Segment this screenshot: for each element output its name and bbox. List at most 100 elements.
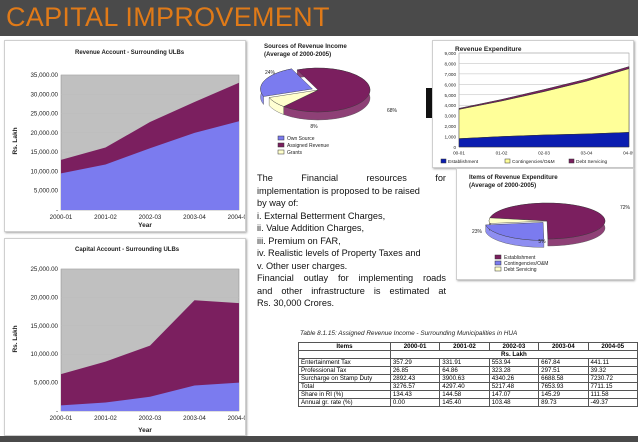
legend-swatch: [494, 254, 502, 260]
revenue-expenditure-chart: Revenue Expenditure 0 1,000 2,000 3,000 4,000…: [440, 46, 635, 165]
x-tick-label: 2004-05: [228, 214, 245, 221]
table-cell: 297.51: [538, 366, 589, 375]
x-tick-label: 2000-01: [50, 415, 73, 422]
pie-value-label: 68%: [387, 108, 398, 114]
table-cell: 89.73: [538, 398, 589, 407]
x-tick-label: 2000-01: [50, 214, 73, 221]
table-row: Surcharge on Stamp Duty 2892.43 3900.63 434…: [298, 374, 638, 383]
table-cell: 64.86: [439, 366, 490, 375]
legend-label: Establishment: [448, 159, 479, 165]
revenue-expenditure-panel: Revenue Expenditure 0 1,000 2,000 3,000 4,000…: [432, 40, 635, 168]
chart-title: Items of Revenue Expenditure: [469, 174, 558, 181]
chart-title: Capital Account - Surrounding ULBs: [75, 247, 180, 253]
legend-label: Assigned Revenue: [287, 143, 329, 149]
legend-label: Own Source: [287, 136, 315, 142]
legend-swatch: [277, 135, 285, 141]
chart-title: Revenue Expenditure: [455, 46, 522, 53]
area-series-upper: [61, 300, 239, 411]
capital-account-chart: Capital Account - Surrounding ULBs - 5,000…: [12, 247, 251, 434]
table-row: Annual gr. rate (%) 0.00 145.40 103.48 89.73…: [298, 398, 638, 407]
table-cell: [298, 350, 391, 359]
table-row: Entertainment Tax 357.29 331.91 553.94 667.8…: [298, 358, 638, 367]
y-tick-label: 3,000: [445, 114, 457, 119]
y-tick-label: 10,000.00: [30, 351, 58, 358]
y-tick-label: 30,000.00: [30, 91, 58, 98]
y-tick-label: 6,000: [445, 82, 457, 87]
revenue-income-table: Items 2000-01 2001-02 2002-03 2003-04 20…: [298, 342, 638, 407]
chart-subtitle: (Average of 2000-2005): [264, 51, 331, 58]
pie-slice-establishment: [489, 202, 606, 240]
financing-paragraph: The Financial resources for implementati…: [257, 172, 446, 310]
y-tick-label: 5,000: [445, 93, 457, 98]
table-cell: 5217.48: [488, 382, 540, 391]
table-cell: 39.32: [587, 366, 638, 375]
y-tick-label: 7,000: [445, 72, 457, 77]
table-cell: Share in RI (%): [298, 390, 391, 399]
legend-swatch: [277, 142, 285, 148]
para-item-1: i. External Betterment Charges,: [257, 210, 386, 221]
y-tick-label: 0: [453, 145, 456, 150]
table-cell: 111.58: [587, 390, 638, 399]
table-cell: 357.29: [389, 358, 441, 367]
table-unit-row: Rs. Lakh: [298, 350, 638, 359]
pie-slice-debt-servicing: [488, 217, 548, 224]
legend-label: Contingencies/O&M: [504, 261, 548, 267]
y-axis-label: Rs. Lakh: [12, 127, 19, 154]
para-item-2: ii. Value Addition Charges,: [257, 223, 365, 233]
para-outlay-3: Rs. 30,000 Crores.: [257, 298, 335, 308]
table-cell: 553.94: [488, 358, 540, 367]
table-cell: 4297.40: [439, 382, 490, 391]
y-tick-label: 35,000.00: [30, 72, 58, 79]
revenue-account-chart: Revenue Account - Surrounding ULBs - 5,000…: [12, 50, 251, 229]
legend-label: Contingencies/O&M: [512, 159, 555, 165]
divider-mark: [426, 88, 432, 118]
legend-label: Establishment: [504, 255, 536, 261]
table-cell: 441.11: [587, 358, 638, 367]
x-tick-label: 2001-02: [94, 214, 117, 221]
table-cell: 323.28: [488, 366, 540, 375]
table-header-cell: 2004-05: [587, 342, 638, 351]
y-tick-label: -: [56, 207, 58, 214]
y-tick-label: 25,000.00: [30, 266, 58, 273]
pie-value-label: 23%: [472, 229, 483, 235]
pie-slice-own-source: [260, 68, 313, 97]
expenditure-pie-panel: Items of Revenue Expenditure (Average of …: [456, 168, 634, 280]
table-cell: -49.37: [587, 398, 638, 407]
capital-account-chart-panel: Capital Account - Surrounding ULBs - 5,000…: [4, 238, 251, 436]
x-tick-label: 2003-04: [183, 214, 206, 221]
para-line-2: implementation is proposed to be raised: [257, 185, 420, 196]
y-tick-label: 8,000: [445, 61, 457, 66]
table-cell: 7653.93: [538, 382, 589, 391]
y-tick-label: 25,000.00: [30, 111, 58, 118]
table-cell: 331.91: [439, 358, 490, 367]
pie-value-label: 24%: [265, 70, 276, 76]
x-axis-label: Year: [138, 222, 152, 229]
pie-value-label: 72%: [620, 205, 631, 211]
x-axis-label: Year: [138, 427, 152, 434]
pie-slice-contingencies-o-m: [485, 222, 545, 241]
legend-swatch: [504, 158, 511, 164]
table-row: Professional Tax 26.85 64.86 323.28 297.51 39…: [298, 366, 638, 375]
table-cell: 144.58: [439, 390, 490, 399]
table-cell: Total: [298, 382, 391, 391]
expenditure-pie-chart: Items of Revenue Expenditure(Average of …: [469, 174, 631, 273]
y-tick-label: 5,000.00: [34, 188, 59, 195]
legend-swatch: [277, 149, 285, 155]
table-cell: 7711.15: [587, 382, 638, 391]
table-cell: Entertainment Tax: [298, 358, 391, 367]
x-tick-label: 00-01: [453, 151, 465, 156]
y-tick-label: 9,000: [445, 51, 457, 56]
x-tick-label: 04-05: [623, 151, 633, 156]
sources-pie-chart: Sources of Revenue Income(Average of 200…: [260, 43, 398, 156]
table-header-cell: 2001-02: [439, 342, 490, 351]
table-caption: Table 8.1.15: Assigned Revenue Income - …: [300, 330, 518, 337]
table-cell: 6688.58: [538, 374, 589, 383]
table-cell: Annual gr. rate (%): [298, 398, 391, 407]
table-header-cell: Items: [298, 342, 391, 351]
chart-title: Revenue Account - Surrounding ULBs: [75, 50, 185, 56]
legend-swatch: [494, 260, 502, 266]
y-tick-label: 10,000.00: [30, 168, 58, 175]
para-line-3: by way of:: [257, 198, 299, 208]
y-axis-label: Rs. Lakh: [12, 325, 19, 352]
x-tick-label: 2002-03: [139, 415, 162, 422]
